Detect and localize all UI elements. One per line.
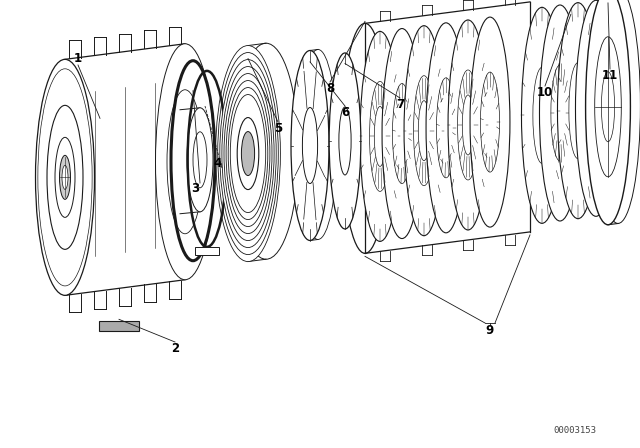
Ellipse shape xyxy=(575,0,616,216)
Ellipse shape xyxy=(329,53,361,229)
Text: 8: 8 xyxy=(326,82,334,95)
Ellipse shape xyxy=(481,72,499,172)
Ellipse shape xyxy=(156,44,214,280)
Ellipse shape xyxy=(237,117,259,190)
Ellipse shape xyxy=(291,51,329,241)
Ellipse shape xyxy=(448,20,488,230)
Text: 6: 6 xyxy=(341,105,349,119)
Polygon shape xyxy=(65,44,185,295)
Ellipse shape xyxy=(522,7,563,224)
Ellipse shape xyxy=(470,17,510,227)
Ellipse shape xyxy=(299,49,337,240)
Ellipse shape xyxy=(596,0,640,224)
Ellipse shape xyxy=(224,73,272,233)
Polygon shape xyxy=(248,43,266,262)
Ellipse shape xyxy=(193,132,207,188)
Ellipse shape xyxy=(62,165,68,190)
Ellipse shape xyxy=(60,155,70,199)
Ellipse shape xyxy=(167,90,203,234)
Ellipse shape xyxy=(218,52,278,254)
Ellipse shape xyxy=(228,87,268,220)
Text: 9: 9 xyxy=(486,323,494,336)
Ellipse shape xyxy=(220,60,276,248)
Ellipse shape xyxy=(436,78,456,178)
Ellipse shape xyxy=(187,108,213,212)
Text: 00003153: 00003153 xyxy=(554,426,596,435)
Ellipse shape xyxy=(426,23,466,233)
Ellipse shape xyxy=(404,26,444,236)
Ellipse shape xyxy=(587,60,605,156)
Ellipse shape xyxy=(216,46,280,262)
Ellipse shape xyxy=(540,5,580,221)
Polygon shape xyxy=(365,2,530,254)
Ellipse shape xyxy=(35,59,95,295)
Ellipse shape xyxy=(551,65,569,161)
Ellipse shape xyxy=(241,132,255,176)
Text: 1: 1 xyxy=(74,52,82,65)
Text: 11: 11 xyxy=(602,69,618,82)
Ellipse shape xyxy=(413,76,435,185)
Text: 5: 5 xyxy=(274,121,282,134)
Ellipse shape xyxy=(47,105,83,250)
Ellipse shape xyxy=(302,108,317,184)
Text: 3: 3 xyxy=(191,181,199,194)
Ellipse shape xyxy=(419,101,429,161)
Ellipse shape xyxy=(374,107,386,166)
Ellipse shape xyxy=(234,43,298,259)
Text: 4: 4 xyxy=(214,156,222,169)
Ellipse shape xyxy=(458,70,479,180)
Ellipse shape xyxy=(382,29,422,238)
Text: 2: 2 xyxy=(171,341,179,354)
Polygon shape xyxy=(180,108,200,214)
Ellipse shape xyxy=(392,83,412,184)
Ellipse shape xyxy=(533,67,551,164)
Ellipse shape xyxy=(557,3,598,219)
Ellipse shape xyxy=(369,82,390,191)
Ellipse shape xyxy=(55,138,75,217)
FancyBboxPatch shape xyxy=(99,321,139,332)
Ellipse shape xyxy=(230,95,266,212)
FancyBboxPatch shape xyxy=(195,247,219,255)
Ellipse shape xyxy=(462,95,474,155)
Ellipse shape xyxy=(226,81,270,227)
Ellipse shape xyxy=(339,107,351,175)
Ellipse shape xyxy=(586,0,630,225)
Ellipse shape xyxy=(569,63,587,159)
Text: 10: 10 xyxy=(537,86,553,99)
Text: 7: 7 xyxy=(396,98,404,111)
Ellipse shape xyxy=(222,67,274,241)
Ellipse shape xyxy=(360,31,400,241)
